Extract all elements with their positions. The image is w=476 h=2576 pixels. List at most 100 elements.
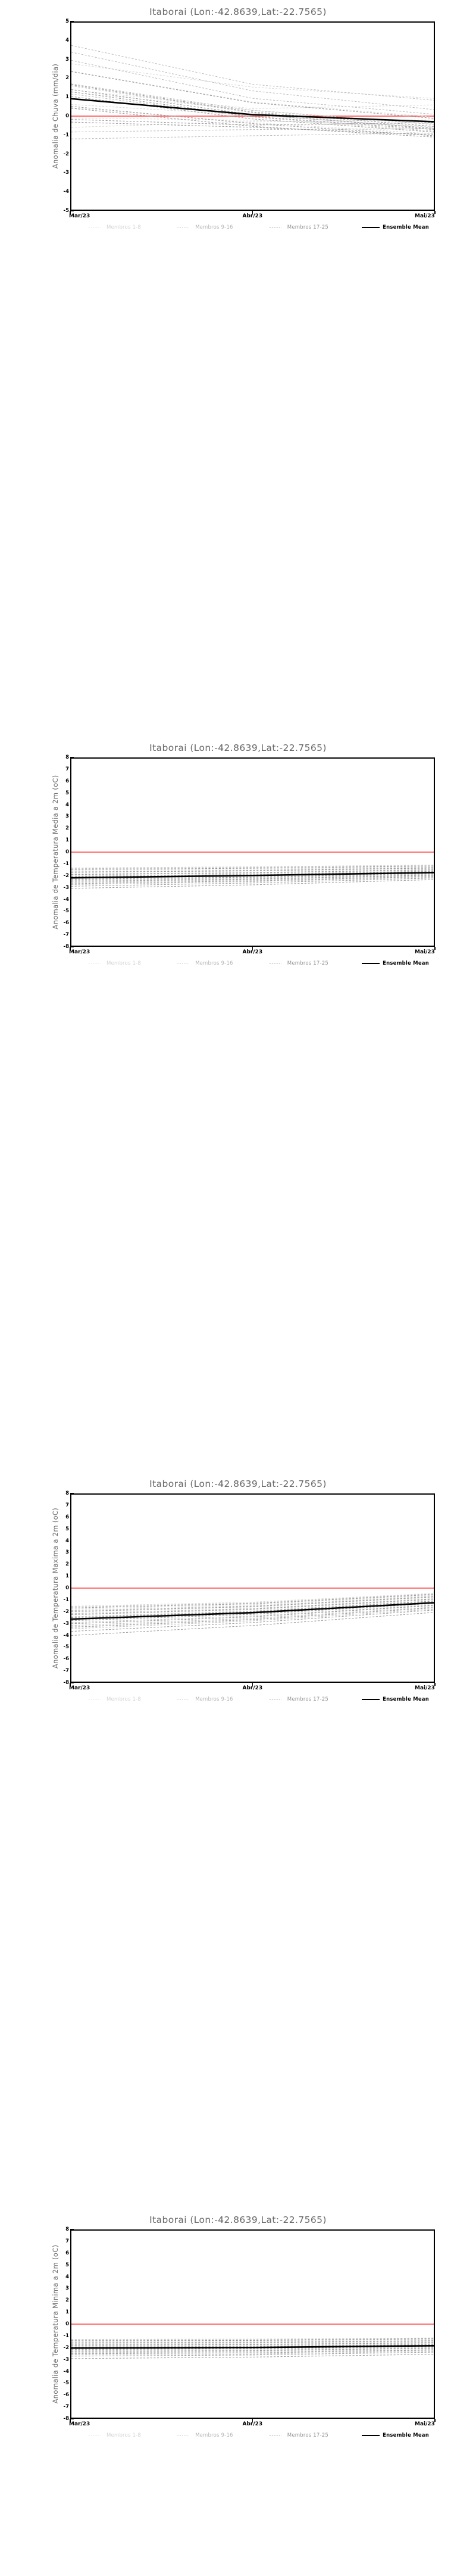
x-tick-mark (252, 947, 253, 950)
y-tick-label: -4 (63, 189, 69, 195)
y-tick-label: -6 (63, 2392, 69, 2399)
y-tick-label: -8 (63, 1680, 69, 1686)
legend-label: Ensemble Mean (383, 224, 429, 230)
legend-item: Membros 17-25 (267, 224, 328, 230)
x-tick-mark (70, 211, 71, 214)
legend-swatch-dashed (269, 1699, 281, 1700)
y-axis-ticks: 8 7 6 5 4 3 2 1 0 -1 -2 -3 -4 -5 -6 -7 -8 (50, 2227, 69, 2422)
y-tick-label: 1 (65, 837, 69, 844)
legend-swatch-dashed (269, 227, 281, 228)
y-tick-label: 1 (65, 2309, 69, 2316)
y-tick-label: 6 (65, 2250, 69, 2256)
y-axis-ticks: 5 4 3 2 1 0 -1 -2 -3 -4 -5 (50, 19, 69, 214)
y-tick-label: -5 (63, 908, 69, 915)
y-tick-label: 2 (65, 2297, 69, 2304)
legend-swatch-dashed (89, 1699, 101, 1700)
y-tick-label: -8 (63, 2416, 69, 2422)
legend-item: Membros 17-25 (267, 1696, 328, 1702)
y-tick-label: 0 (65, 2321, 69, 2327)
plot-area (70, 21, 435, 211)
x-tick-mark (434, 947, 436, 950)
plot-lines (71, 45, 434, 139)
legend-label: Membros 9-16 (195, 960, 233, 966)
x-tick-mark (70, 947, 71, 950)
chart-title: Itaborai (Lon:-42.8639,Lat:-22.7565) (149, 743, 327, 753)
legend-label: Membros 17-25 (287, 960, 328, 966)
chart-title: Itaborai (Lon:-42.8639,Lat:-22.7565) (149, 2215, 327, 2225)
y-tick-label: 3 (65, 1549, 69, 1556)
x-tick-label: Abr/23 (242, 213, 263, 219)
legend-label: Membros 1-8 (107, 2432, 141, 2438)
x-tick-label: Abr/23 (242, 2421, 263, 2427)
y-tick-label: 4 (65, 1538, 69, 1544)
legend-item: Membros 1-8 (86, 1696, 141, 1702)
y-tick-label: -1 (63, 2332, 69, 2339)
legend-label: Membros 17-25 (287, 224, 328, 230)
y-tick-label: -5 (63, 1644, 69, 1651)
legend-swatch-dashed (89, 2435, 101, 2436)
legend-label: Membros 1-8 (107, 1696, 141, 1702)
legend-item: Membros 17-25 (267, 2432, 328, 2438)
legend-item: Membros 9-16 (174, 1696, 233, 1702)
y-tick-label: 6 (65, 778, 69, 784)
plot-area (70, 1493, 435, 1683)
plot-lines (71, 852, 434, 889)
legend-swatch-solid (362, 226, 380, 229)
plot-lines (71, 1588, 434, 1636)
legend-swatch-dashed (177, 2435, 190, 2436)
y-tick-label: 4 (65, 2274, 69, 2280)
legend-label: Membros 9-16 (195, 224, 233, 230)
chart-title: Itaborai (Lon:-42.8639,Lat:-22.7565) (149, 7, 327, 17)
legend-swatch-solid (362, 1698, 380, 1701)
x-tick-label: Mar/23 (69, 213, 90, 219)
legend-swatch-dashed (177, 1699, 190, 1700)
y-tick-label: 3 (65, 2285, 69, 2292)
y-tick-label: -4 (63, 896, 69, 903)
legend-swatch-dashed (269, 963, 281, 964)
chart-legend: Membros 1-8 Membros 9-16 Membros 17-25 Ense… (70, 959, 435, 968)
y-tick-label: 5 (65, 2262, 69, 2268)
y-tick-label: 7 (65, 2238, 69, 2244)
y-tick-label: -2 (63, 1608, 69, 1615)
legend-item: Membros 17-25 (267, 960, 328, 966)
y-tick-label: -7 (63, 1668, 69, 1674)
y-tick-label: 0 (65, 849, 69, 855)
x-tick-label: Mai/23 (415, 949, 435, 955)
y-tick-label: 5 (65, 790, 69, 796)
y-tick-label: -3 (63, 884, 69, 891)
chart-panel-tmin-anomaly: Itaborai (Lon:-42.8639,Lat:-22.7565) Ano… (0, 2208, 476, 2576)
y-tick-label: -2 (63, 151, 69, 157)
y-tick-label: 0 (65, 1585, 69, 1591)
legend-label: Ensemble Mean (383, 1696, 429, 1702)
legend-item: Ensemble Mean (362, 1696, 429, 1702)
legend-label: Membros 9-16 (195, 2432, 233, 2438)
chart-panel-precip-anomaly: Itaborai (Lon:-42.8639,Lat:-22.7565) Ano… (0, 0, 476, 368)
y-tick-label: 0 (65, 113, 69, 119)
y-tick-label: 7 (65, 766, 69, 772)
legend-item: Membros 1-8 (86, 224, 141, 230)
x-tick-label: Mar/23 (69, 1685, 90, 1691)
legend-item: Membros 9-16 (174, 2432, 233, 2438)
legend-label: Ensemble Mean (383, 2432, 429, 2438)
y-tick-label: -1 (63, 1596, 69, 1603)
y-tick-label: 4 (65, 802, 69, 808)
x-tick-label: Mar/23 (69, 2421, 90, 2427)
y-tick-label: 3 (65, 813, 69, 820)
x-tick-label: Mai/23 (415, 1685, 435, 1691)
y-tick-label: 6 (65, 1514, 69, 1520)
y-axis-ticks: 8 7 6 5 4 3 2 1 0 -1 -2 -3 -4 -5 -6 -7 -8 (50, 1491, 69, 1686)
y-tick-label: 3 (65, 56, 69, 63)
y-tick-label: 8 (65, 754, 69, 760)
legend-item: Membros 1-8 (86, 960, 141, 966)
y-tick-label: -3 (63, 2356, 69, 2363)
legend-swatch-dashed (177, 963, 190, 964)
y-tick-label: -4 (63, 1632, 69, 1639)
y-tick-label: -8 (63, 944, 69, 950)
y-tick-label: -6 (63, 1656, 69, 1663)
y-tick-label: 4 (65, 37, 69, 43)
y-tick-label: -7 (63, 932, 69, 938)
y-tick-label: -2 (63, 2344, 69, 2351)
y-tick-label: -6 (63, 920, 69, 927)
y-tick-label: -4 (63, 2368, 69, 2375)
y-tick-label: -3 (63, 170, 69, 176)
